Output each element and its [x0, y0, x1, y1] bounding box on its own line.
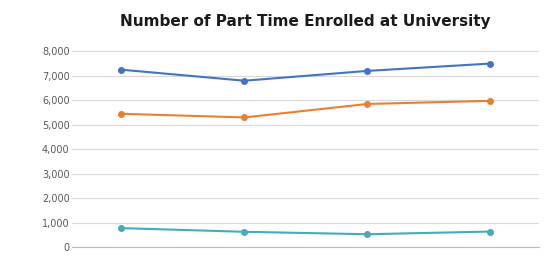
Title: Number of Part Time Enrolled at University: Number of Part Time Enrolled at Universi…: [121, 14, 491, 29]
